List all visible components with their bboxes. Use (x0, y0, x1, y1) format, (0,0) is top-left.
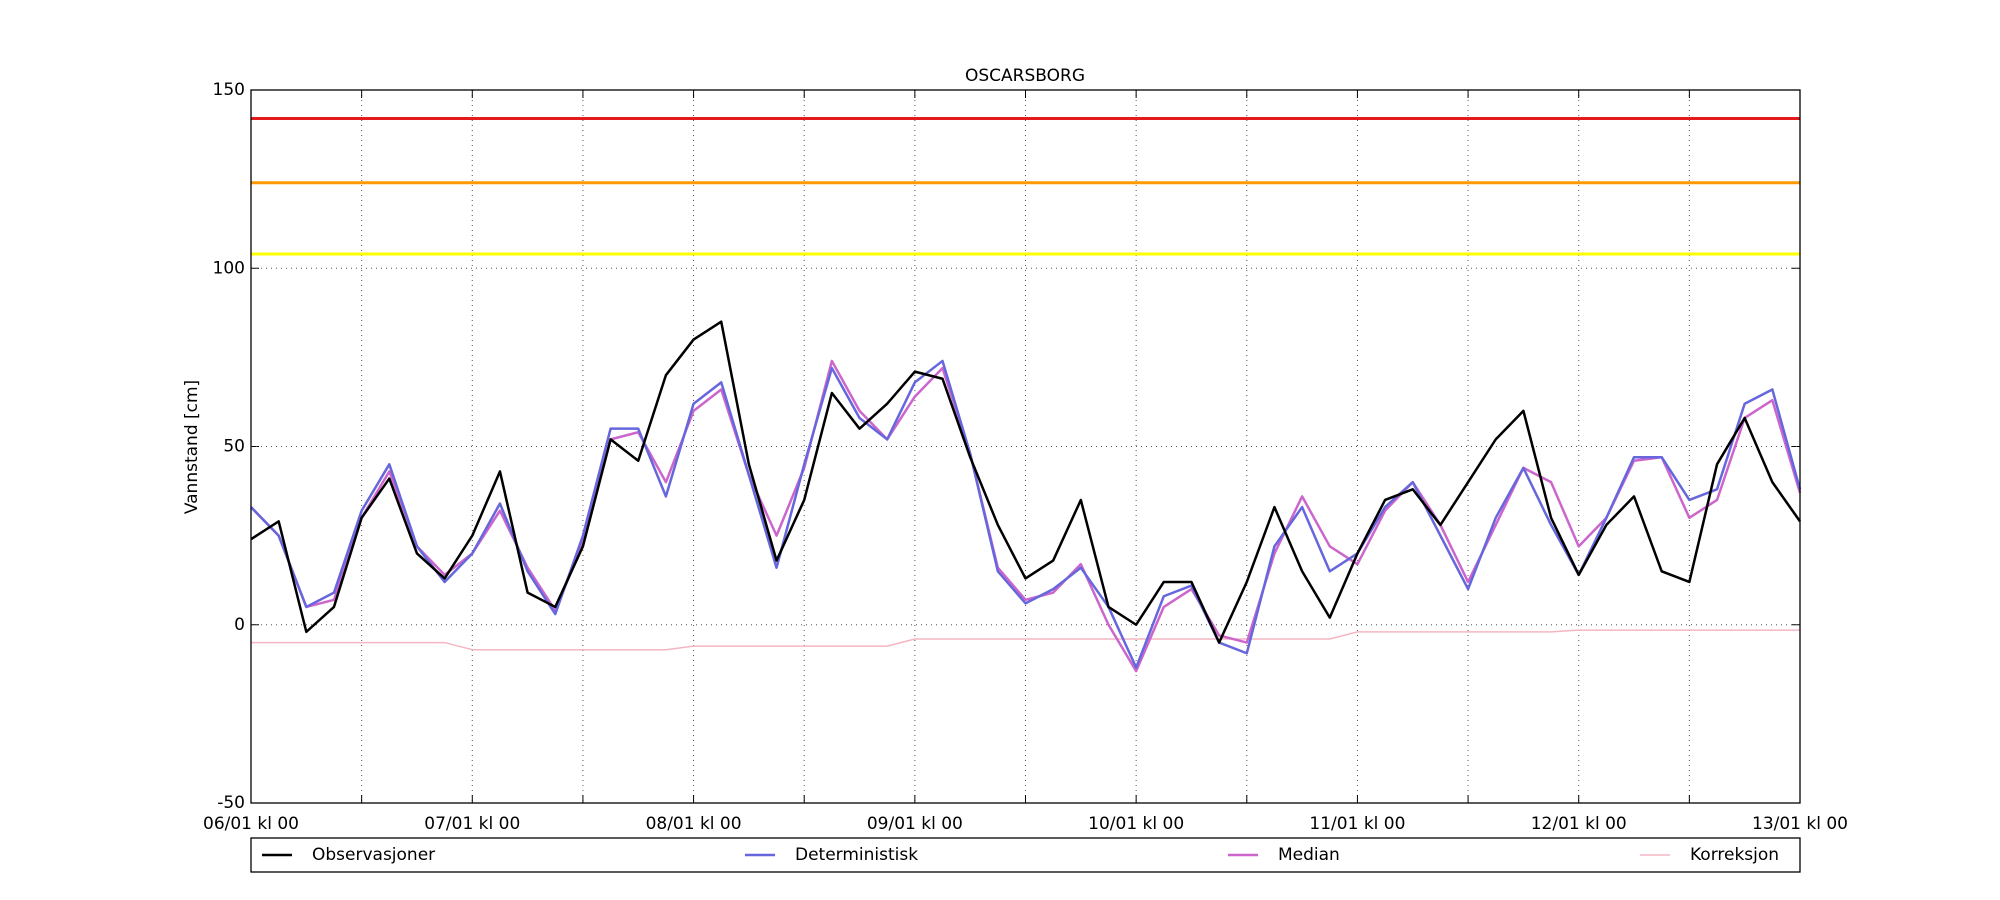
legend-label: Deterministisk (795, 845, 918, 865)
x-tick-label: 07/01 kl 00 (424, 814, 520, 834)
series-line (251, 629, 1800, 651)
legend-label: Observasjoner (312, 845, 435, 865)
y-tick-label: -50 (217, 793, 245, 813)
x-tick-label: 10/01 kl 00 (1088, 814, 1184, 834)
y-tick-label: 150 (213, 80, 245, 100)
chart-title: OSCARSBORG (965, 66, 1085, 86)
x-tick-label: 06/01 kl 00 (203, 814, 299, 834)
x-tick-label: 09/01 kl 00 (867, 814, 963, 834)
x-tick-label: 12/01 kl 00 (1531, 814, 1627, 834)
plot-frame (250, 89, 1801, 804)
x-tick-label: 08/01 kl 00 (646, 814, 742, 834)
x-tick-label: 13/01 kl 00 (1752, 814, 1848, 834)
y-tick-label: 50 (223, 437, 245, 457)
legend-label: Korreksjon (1690, 845, 1779, 865)
series-line (250, 320, 1802, 644)
series-line (250, 359, 1802, 673)
legend-box (250, 837, 1801, 873)
series-line (250, 359, 1802, 669)
y-tick-label: 0 (234, 615, 245, 635)
x-tick-label: 11/01 kl 00 (1309, 814, 1405, 834)
legend-label: Median (1278, 845, 1340, 865)
y-tick-label: 100 (213, 258, 245, 278)
y-axis-label: Vannstand [cm] (182, 380, 202, 514)
